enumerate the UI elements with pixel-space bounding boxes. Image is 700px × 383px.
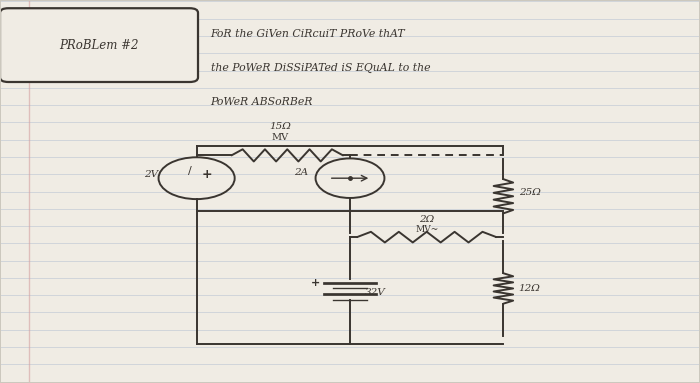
Text: /: / [188, 165, 192, 175]
Text: MV~: MV~ [415, 225, 438, 234]
Text: PoWeR ABSoRBeR: PoWeR ABSoRBeR [211, 97, 313, 107]
Text: +: + [202, 168, 212, 181]
Text: 32V: 32V [365, 288, 386, 297]
Text: 2A: 2A [294, 168, 308, 177]
Text: 2V: 2V [144, 170, 158, 179]
Text: the PoWeR DiSSiPATed iS EQuAL to the: the PoWeR DiSSiPATed iS EQuAL to the [211, 63, 430, 73]
Text: 25Ω: 25Ω [519, 188, 540, 197]
Text: MV: MV [272, 133, 289, 142]
FancyBboxPatch shape [0, 8, 198, 82]
Text: +: + [311, 278, 320, 288]
Text: 12Ω: 12Ω [519, 284, 540, 293]
Text: PRoBLem #2: PRoBLem #2 [60, 39, 139, 52]
Text: 15Ω: 15Ω [270, 122, 291, 131]
Text: 2Ω: 2Ω [419, 215, 434, 224]
Text: FoR the GiVen CiRcuiT PRoVe thAT: FoR the GiVen CiRcuiT PRoVe thAT [211, 29, 405, 39]
